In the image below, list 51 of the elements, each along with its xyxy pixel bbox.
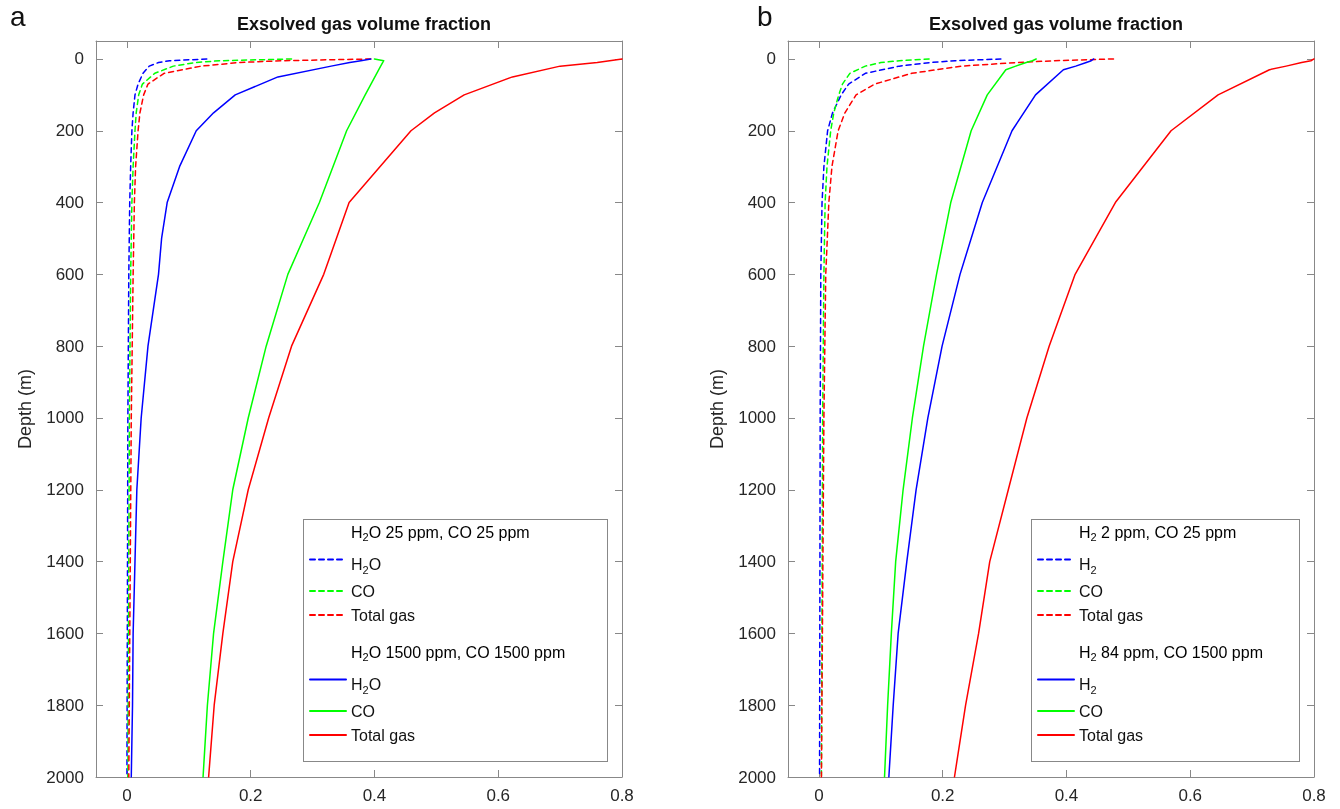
y-tick-label: 2000 [738,767,776,787]
y-tick-label: 1000 [46,408,84,428]
y-tick-label: 200 [747,121,776,141]
line-series [202,58,385,778]
y-tick-label: 400 [55,193,84,213]
x-tick-label: 0.8 [1302,786,1326,805]
x-tick-label: 0.6 [1178,786,1203,805]
legend-label: Total gas [1079,606,1144,624]
y-tick-label: 1200 [46,480,84,500]
chart-title: Exsolved gas volume fraction [928,14,1184,34]
line-series [883,58,1037,778]
legend-label: CO [1079,702,1103,720]
legend-label: CO [1079,582,1103,600]
y-tick-label: 1200 [738,480,776,500]
x-tick-label: 0.2 [238,786,263,805]
legend-label: CO [351,582,375,600]
y-tick-label: 1400 [46,552,84,572]
y-tick-label: 400 [747,193,776,213]
y-tick-label: 1000 [738,408,776,428]
y-tick-label: 1800 [46,695,84,715]
x-tick-label: 0 [814,786,824,805]
y-tick-label: 600 [55,264,84,284]
y-tick-label: 1600 [738,623,776,643]
y-tick-label: 200 [55,121,84,141]
y-tick-label: 1800 [738,695,776,715]
chart-title: Exsolved gas volume fraction [236,14,492,34]
line-series [127,58,293,778]
y-tick-label: 1600 [46,623,84,643]
legend-label: Total gas [351,726,416,744]
y-tick-label: 800 [55,336,84,356]
x-tick-label: 0.4 [362,786,387,805]
legend-label: Total gas [1079,726,1144,744]
x-tick-label: 0.2 [930,786,955,805]
legend-label: CO [351,702,375,720]
y-tick-label: 600 [747,264,776,284]
y-tick-label: 800 [747,336,776,356]
x-tick-label: 0.8 [610,786,634,805]
legend-label: Total gas [351,606,416,624]
x-tick-label: 0 [122,786,132,805]
text: a [10,0,26,32]
line-series [207,58,623,778]
y-tick-label: 1400 [738,552,776,572]
y-tick-label: 0 [766,49,776,69]
x-tick-label: 0.4 [1054,786,1079,805]
text: b [757,0,773,32]
y-tick-label: 0 [74,49,84,69]
y-axis-title: Depth (m) [15,368,35,450]
x-tick-label: 0.6 [486,786,511,805]
y-axis-title: Depth (m) [707,368,727,450]
line-series [953,58,1315,778]
y-tick-label: 2000 [46,767,84,787]
